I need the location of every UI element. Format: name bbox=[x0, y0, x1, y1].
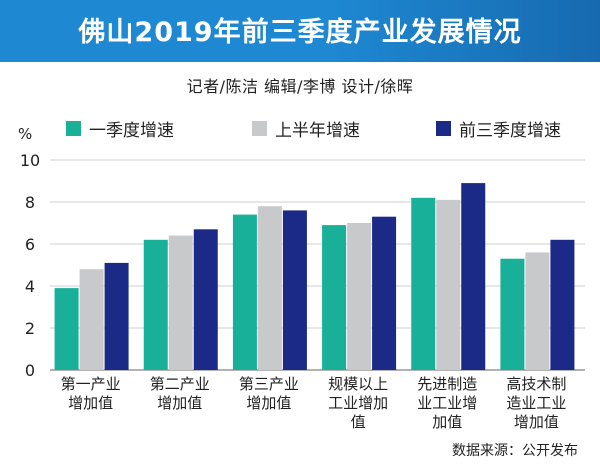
title-banner bbox=[0, 0, 600, 62]
legend-swatch-h1 bbox=[252, 120, 267, 136]
legend-label-q3: 前三季度增速 bbox=[459, 120, 561, 141]
bar bbox=[79, 269, 104, 370]
category-label: 高技术制 bbox=[506, 375, 566, 393]
bar bbox=[257, 206, 282, 370]
title-banner-shade bbox=[0, 0, 600, 62]
legend-item-q1: 一季度增速 bbox=[66, 114, 174, 142]
y-tick-label: 10 bbox=[20, 151, 40, 170]
data-source: 数据来源：公开发布 bbox=[452, 443, 578, 459]
bar bbox=[168, 235, 193, 370]
bar bbox=[461, 183, 486, 370]
legend-item-q3: 前三季度增速 bbox=[436, 114, 561, 142]
y-tick-label: 6 bbox=[25, 235, 35, 254]
bar bbox=[232, 214, 257, 370]
category-label: 增加值 bbox=[157, 394, 202, 412]
y-tick-label: 4 bbox=[25, 277, 35, 296]
bar bbox=[550, 239, 575, 370]
legend-swatch-q3 bbox=[436, 120, 451, 136]
bar bbox=[500, 258, 525, 370]
category-label: 造业工业 bbox=[506, 394, 566, 412]
legend: 一季度增速 上半年增速 前三季度增速 bbox=[0, 114, 600, 142]
category-label: 增加值 bbox=[514, 413, 559, 431]
category-label: 增加值 bbox=[68, 394, 113, 412]
bar bbox=[411, 197, 436, 370]
y-tick-label: 8 bbox=[25, 193, 35, 212]
category-label: 值 bbox=[351, 413, 366, 431]
y-axis-unit: % bbox=[18, 125, 33, 143]
bar bbox=[322, 225, 347, 370]
category-label: 先进制造 bbox=[417, 375, 477, 393]
legend-label-q1: 一季度增速 bbox=[89, 120, 174, 141]
y-tick-label: 0 bbox=[25, 361, 35, 380]
legend-item-h1: 上半年增速 bbox=[252, 114, 360, 142]
category-label: 工业增加 bbox=[328, 394, 388, 412]
bar bbox=[54, 288, 79, 370]
category-label: 增加值 bbox=[246, 394, 291, 412]
bar bbox=[372, 216, 397, 370]
bar bbox=[525, 252, 550, 370]
y-tick-label: 2 bbox=[25, 319, 35, 338]
bar bbox=[436, 199, 461, 370]
legend-swatch-q1 bbox=[66, 120, 81, 136]
category-label: 第一产业 bbox=[61, 375, 121, 393]
bar bbox=[143, 239, 168, 370]
category-label: 规模以上 bbox=[328, 375, 388, 393]
category-label: 业工业增 bbox=[417, 394, 477, 412]
legend-label-h1: 上半年增速 bbox=[275, 120, 360, 141]
bar bbox=[347, 223, 372, 370]
bar bbox=[193, 229, 218, 370]
credits-line: 记者/陈洁 编辑/李博 设计/徐晖 bbox=[186, 77, 414, 96]
chart-title: 佛山2019年前三季度产业发展情况 bbox=[78, 17, 522, 48]
category-label: 第二产业 bbox=[150, 375, 210, 393]
bar bbox=[282, 210, 307, 370]
bar bbox=[104, 262, 129, 370]
category-label: 第三产业 bbox=[239, 375, 299, 393]
category-label: 加值 bbox=[432, 413, 462, 431]
